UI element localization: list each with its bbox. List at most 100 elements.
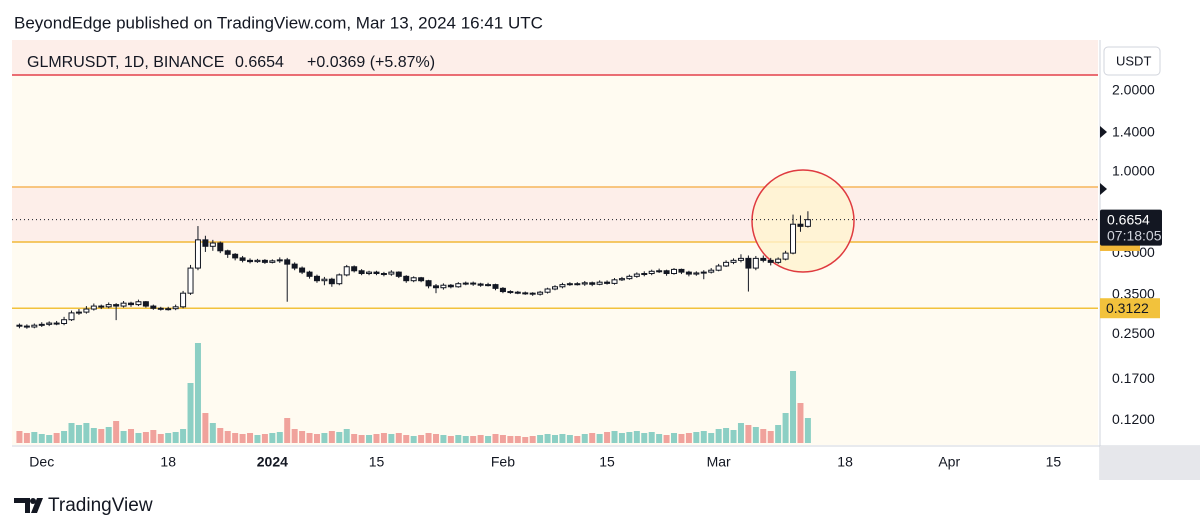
volume-bar	[440, 435, 447, 443]
candle-body	[455, 283, 462, 288]
volume-bar	[633, 431, 640, 443]
volume-bar	[611, 431, 618, 443]
candle-body	[723, 261, 730, 267]
volume-bar	[403, 435, 410, 443]
plot	[12, 211, 1098, 443]
volume-bar	[254, 435, 261, 443]
candle-body	[172, 306, 179, 310]
candle-body	[447, 284, 454, 288]
volume-bar	[410, 436, 417, 443]
volume-bar	[217, 428, 224, 443]
volume-bar	[507, 436, 514, 443]
volume-bar	[247, 433, 254, 443]
currency: USDT	[1116, 53, 1151, 68]
volume-bar	[604, 432, 611, 443]
candle-body	[432, 285, 439, 289]
candle-body	[31, 324, 38, 328]
candle-body	[492, 284, 499, 289]
x-tick-label: 18	[837, 454, 853, 470]
candle-body	[373, 271, 380, 275]
volume-bar	[299, 431, 306, 443]
y-tick-label: 1.0000	[1112, 163, 1155, 179]
x-tick-label: Dec	[29, 454, 54, 470]
candle-body	[90, 305, 97, 310]
volume-bar	[336, 432, 343, 443]
currency-box	[1103, 46, 1161, 76]
volume-bar	[395, 433, 402, 443]
candle-body	[113, 304, 120, 307]
candle-body	[75, 311, 82, 314]
candle-body	[745, 257, 752, 269]
candle-body	[462, 282, 469, 285]
volume-bar	[529, 436, 536, 443]
volume-bar	[760, 429, 767, 443]
candle-body	[276, 259, 283, 262]
candle-body	[671, 268, 678, 275]
candle-body	[269, 260, 276, 263]
volume-bar	[172, 432, 179, 443]
volume-bar	[313, 434, 320, 443]
candle-body	[611, 279, 618, 284]
x-tick-label: 2024	[257, 454, 288, 470]
volume-bar	[432, 434, 439, 443]
candle-body	[596, 281, 603, 285]
candle-body	[425, 280, 432, 287]
x-tick-label: Mar	[707, 454, 731, 470]
zone	[12, 40, 1098, 76]
candle-body	[16, 324, 23, 327]
volume-bar	[113, 421, 120, 443]
volume-bar	[194, 343, 201, 443]
candle-body	[284, 259, 291, 265]
alert-marker	[1100, 126, 1107, 138]
candle-body	[507, 291, 514, 294]
volume-bar	[455, 435, 462, 443]
alert-marker	[1100, 183, 1107, 195]
axes: Dec 18 2024 15 Feb 15 Mar 18 Apr 15 2.0000 1.4000 1.…	[29, 82, 1162, 470]
volume-bar	[470, 436, 477, 443]
volume-bar	[693, 432, 700, 443]
volume-bar	[514, 436, 521, 443]
candle-body	[53, 322, 60, 325]
candle-body	[470, 282, 477, 285]
last-price-tag	[1100, 209, 1162, 246]
candle-body	[366, 271, 373, 275]
volume-bar	[358, 435, 365, 443]
volume-bar	[90, 428, 97, 443]
volume-bar	[351, 434, 358, 443]
candle-body	[566, 283, 573, 286]
volume-bar	[685, 433, 692, 443]
candle-body	[128, 302, 135, 306]
candle-body	[633, 273, 640, 277]
volume-bar	[671, 433, 678, 443]
candle-body	[232, 253, 239, 259]
candle-body	[261, 259, 268, 263]
volume-bar	[425, 433, 432, 443]
x-tick-label: Feb	[491, 454, 515, 470]
candle-body	[380, 273, 387, 276]
candle-body	[626, 275, 633, 280]
volume-bar	[120, 431, 127, 443]
volume-bar	[485, 436, 492, 443]
volume-bar	[150, 430, 157, 443]
candle-body	[23, 325, 30, 328]
volume-bar	[767, 431, 774, 443]
candle-body	[299, 267, 306, 273]
candle-body	[388, 271, 395, 275]
volume-bar	[492, 434, 499, 443]
x-tick-label: 18	[160, 454, 176, 470]
level-tag	[1100, 298, 1160, 319]
volume-bar	[291, 429, 298, 443]
candle-body	[648, 270, 655, 275]
candle-body	[529, 292, 536, 295]
volume-bar	[648, 432, 655, 443]
candle-body	[61, 319, 68, 324]
candle-body	[641, 273, 648, 276]
candle-body	[351, 266, 358, 272]
volume-bar	[284, 418, 291, 443]
volume-bar	[737, 423, 744, 443]
volume-bar	[618, 433, 625, 443]
volume-bar	[388, 434, 395, 443]
candle-body	[477, 283, 484, 286]
volume-bar	[232, 433, 239, 443]
volume-bar	[723, 428, 730, 443]
